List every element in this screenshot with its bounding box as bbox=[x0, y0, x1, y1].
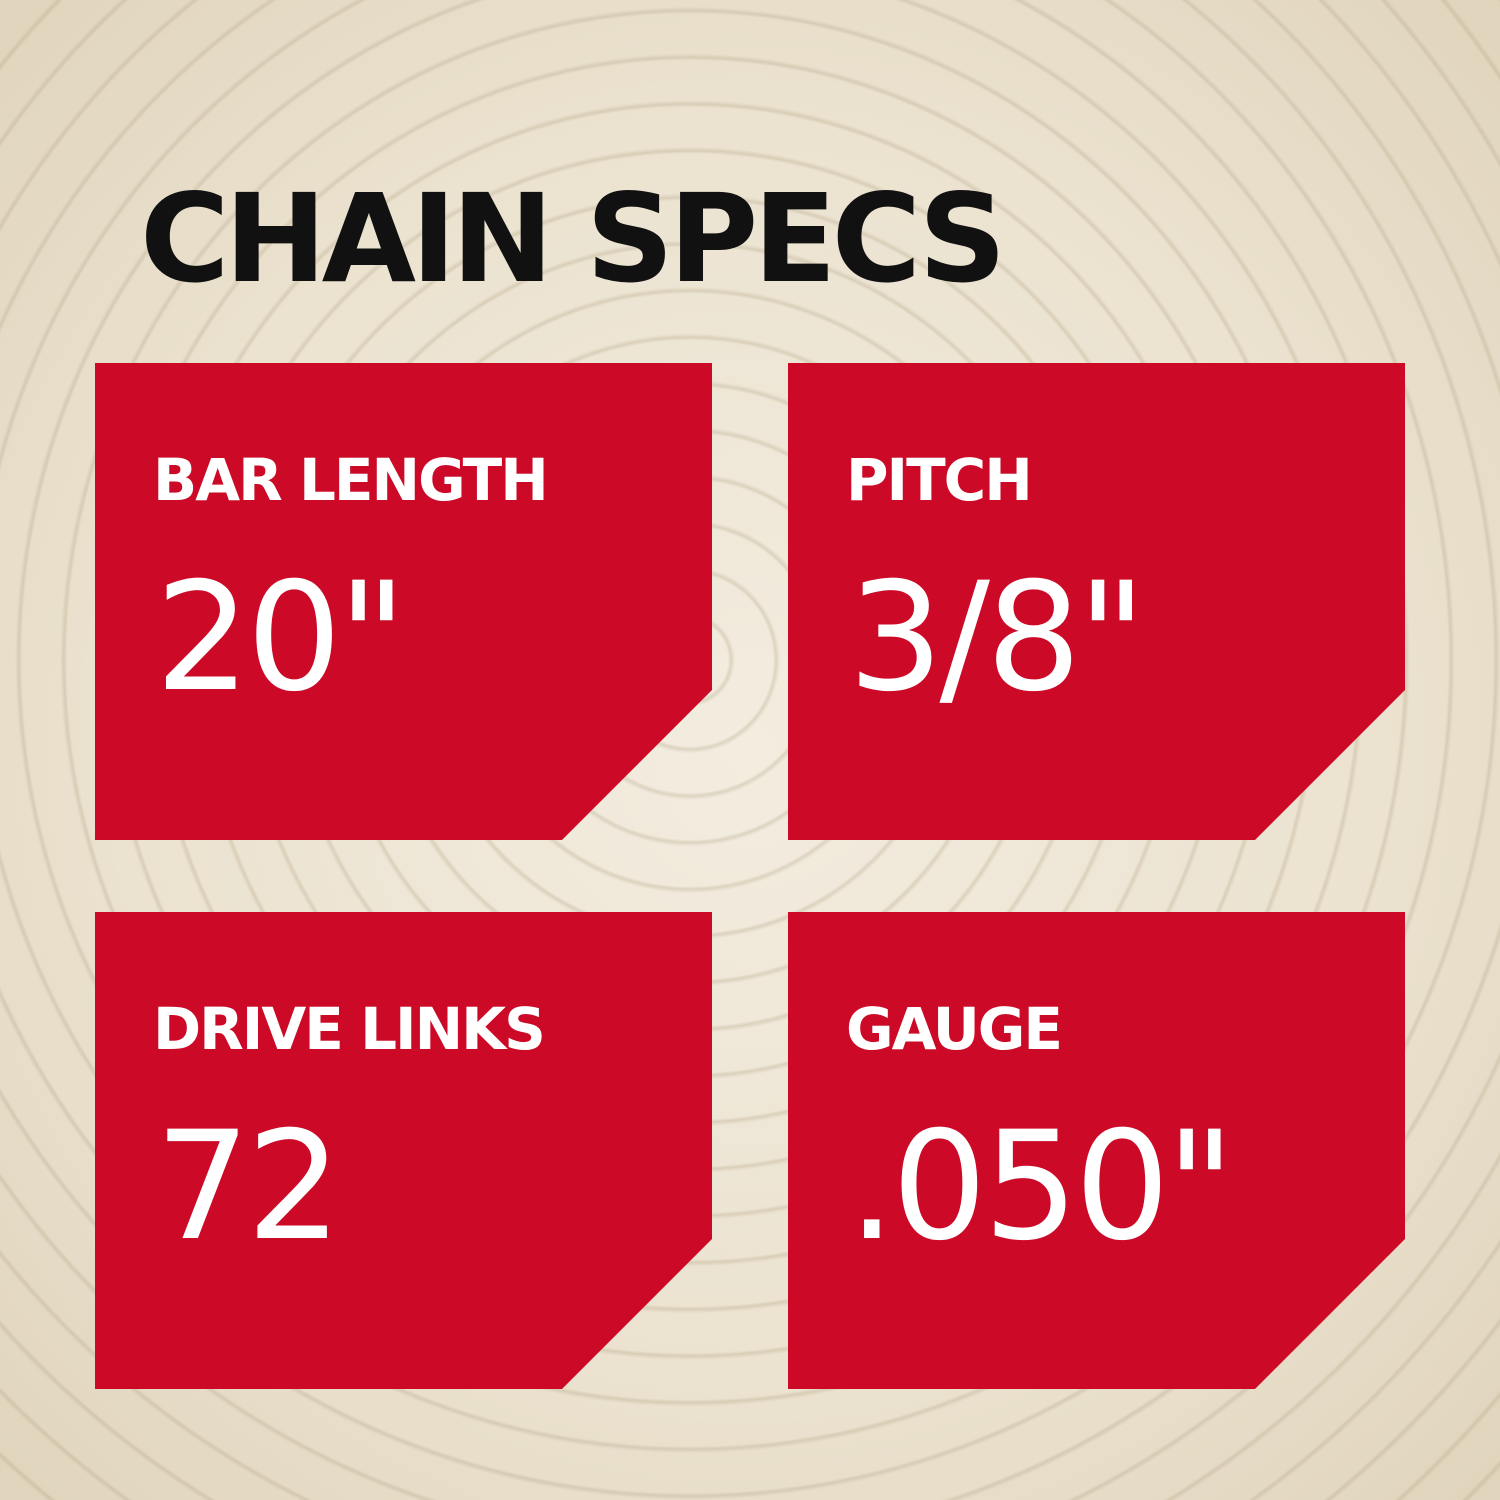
spec-card-drive-links: DRIVE LINKS 72 bbox=[95, 912, 712, 1389]
spec-value: 3/8" bbox=[848, 551, 1146, 725]
spec-card-pitch: PITCH 3/8" bbox=[788, 363, 1405, 840]
spec-card-gauge: GAUGE .050" bbox=[788, 912, 1405, 1389]
spec-value: .050" bbox=[848, 1100, 1235, 1274]
spec-label: PITCH bbox=[846, 446, 1033, 514]
spec-label: BAR LENGTH bbox=[153, 446, 549, 514]
spec-card-bar-length: BAR LENGTH 20" bbox=[95, 363, 712, 840]
spec-value: 72 bbox=[155, 1100, 342, 1274]
spec-label: GAUGE bbox=[846, 995, 1063, 1063]
spec-label: DRIVE LINKS bbox=[153, 995, 546, 1063]
spec-value: 20" bbox=[155, 551, 407, 725]
page-title: CHAIN SPECS bbox=[140, 168, 1006, 310]
